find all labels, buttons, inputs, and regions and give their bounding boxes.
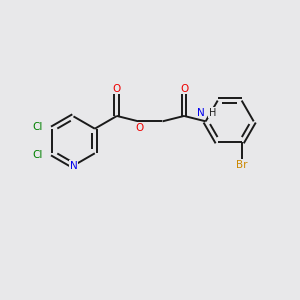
Text: O: O (180, 84, 188, 94)
Text: N: N (197, 108, 205, 118)
Text: N: N (70, 160, 77, 171)
Text: H: H (208, 108, 216, 118)
Text: O: O (135, 123, 143, 133)
Text: Br: Br (236, 160, 248, 170)
Text: Cl: Cl (33, 150, 43, 160)
Text: Cl: Cl (33, 122, 43, 132)
Text: O: O (113, 84, 121, 94)
